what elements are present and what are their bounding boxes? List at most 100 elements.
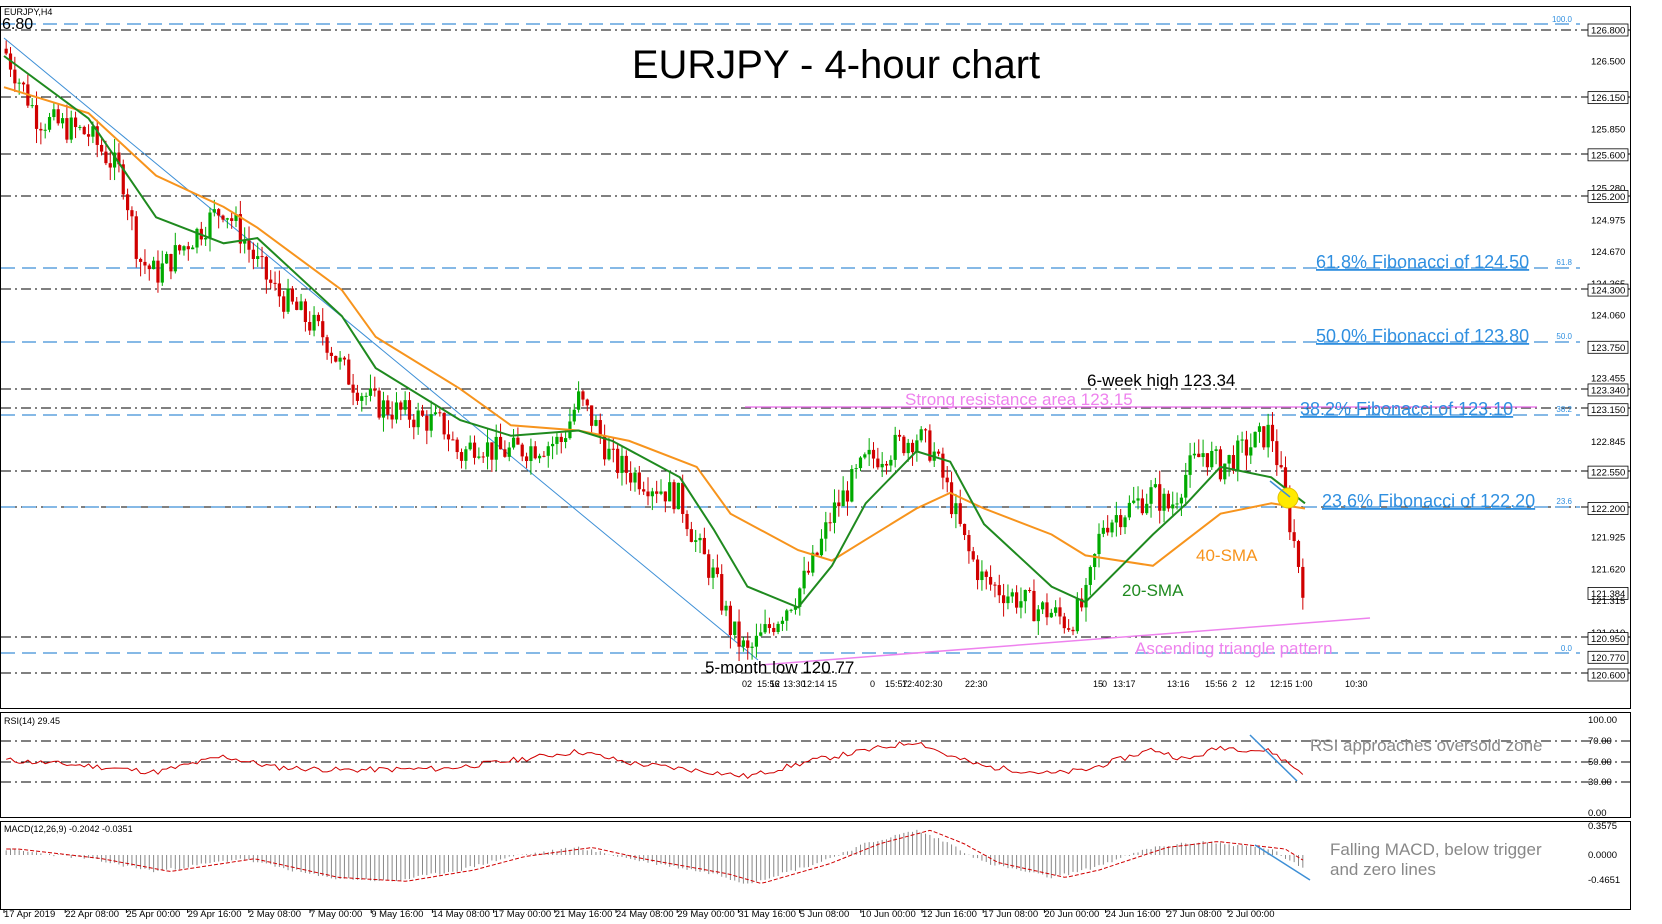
candle-body xyxy=(438,412,442,414)
time-stamp: 12:15 xyxy=(1270,679,1293,689)
candle-body xyxy=(806,570,811,573)
candle-body xyxy=(720,574,724,611)
price-tag: 122.200 xyxy=(1587,502,1629,515)
candle-body xyxy=(112,152,117,168)
time-stamp: 12:40 xyxy=(902,679,925,689)
candle-body xyxy=(425,415,429,431)
candle-body xyxy=(1166,493,1170,509)
candle-body xyxy=(433,412,438,415)
price-axis-label: 122.845 xyxy=(1591,437,1625,448)
price-axis-label: 126.500 xyxy=(1591,57,1625,68)
candle-body xyxy=(269,279,273,283)
candle-body xyxy=(633,472,637,483)
candle-body xyxy=(1101,527,1105,534)
time-stamp: 12 xyxy=(770,679,780,689)
candle-body xyxy=(681,482,685,514)
candle-body xyxy=(69,117,73,140)
six-week-high-label: 6-week high 123.34 xyxy=(1087,371,1235,390)
triangle-support-line xyxy=(759,617,1371,666)
candle-body xyxy=(1227,455,1231,464)
candle-body xyxy=(308,321,312,331)
candle-body xyxy=(1231,455,1236,471)
candle-body xyxy=(451,439,455,441)
price-axis-label: 121.925 xyxy=(1591,533,1625,544)
candle-body xyxy=(429,414,433,431)
candle-body xyxy=(143,261,147,266)
candle-body xyxy=(1119,515,1123,528)
candle-body xyxy=(754,635,759,647)
candle-body xyxy=(1080,598,1084,608)
price-tag: 123.340 xyxy=(1587,383,1629,396)
candle-body xyxy=(1010,592,1014,597)
candle-body xyxy=(962,523,967,536)
candle-body xyxy=(360,396,364,401)
candle-body xyxy=(490,442,494,460)
time-axis-label: 20 Jun 00:00 xyxy=(1044,909,1099,919)
candle-body xyxy=(364,395,368,397)
candle-body xyxy=(702,537,706,555)
rsi-levels xyxy=(1,740,1630,783)
candle-body xyxy=(78,126,82,128)
price-tag-text: 123.150 xyxy=(1591,405,1625,416)
candle-body xyxy=(282,296,286,312)
candle-body xyxy=(1162,493,1166,511)
candle-body xyxy=(919,429,923,441)
macd-note-line2: and zero lines xyxy=(1330,860,1436,879)
candle-body xyxy=(563,438,568,443)
candle-body xyxy=(394,402,399,420)
candle-body xyxy=(559,436,563,443)
fib-scale-100: 100.0 xyxy=(1552,15,1573,24)
candle-body xyxy=(165,254,169,264)
candle-body xyxy=(47,117,52,130)
candle-body xyxy=(13,69,17,84)
time-stamp: 13:16 xyxy=(1167,679,1190,689)
candle-body xyxy=(603,436,607,460)
candle-body xyxy=(542,455,546,457)
candle-body xyxy=(186,246,190,250)
candle-body xyxy=(104,151,108,164)
candle-body xyxy=(581,391,585,400)
candle-body xyxy=(1279,465,1283,468)
time-stamp: 0 xyxy=(870,679,875,689)
candle-body xyxy=(1106,527,1110,533)
candle-body xyxy=(256,256,260,259)
price-tag: 126.150 xyxy=(1587,91,1629,104)
rsi-axis-30: 30.00 xyxy=(1588,777,1612,788)
candle-body xyxy=(750,646,754,648)
candle-body xyxy=(1110,522,1114,533)
candle-body xyxy=(247,240,251,250)
candle-body xyxy=(1041,602,1045,610)
candle-body xyxy=(867,449,871,455)
candle-body xyxy=(663,491,667,502)
time-axis-label: 24 May 08:00 xyxy=(616,909,674,919)
candle-body xyxy=(1223,463,1227,480)
candle-body xyxy=(17,82,21,84)
candle-body xyxy=(902,436,906,454)
time-stamp: 2 xyxy=(1232,679,1237,689)
time-stamp: 22:30 xyxy=(965,679,988,689)
time-axis-label: 21 May 16:00 xyxy=(555,909,613,919)
candle-body xyxy=(1201,453,1205,458)
rsi-axis-0: 0.00 xyxy=(1588,808,1607,819)
rsi-label: RSI(14) 29.45 xyxy=(4,716,60,726)
candle-body xyxy=(724,605,728,611)
candle-body xyxy=(1140,498,1144,514)
candle-body xyxy=(572,409,576,422)
price-tag-text: 125.600 xyxy=(1591,150,1625,161)
candle-body xyxy=(82,126,86,135)
macd-axis: 0.3575 0.0000 -0.4651 xyxy=(1588,821,1620,886)
downtrend-line xyxy=(3,37,759,661)
candle-body xyxy=(303,301,307,322)
candle-body xyxy=(1145,503,1149,514)
candle-body xyxy=(1132,500,1136,503)
candle-body xyxy=(715,567,719,575)
price-axis: 126.800 126.500 126.150 125.850 125.600 125.2… xyxy=(1587,23,1629,681)
price-levels xyxy=(1,29,1630,674)
candle-body xyxy=(169,254,173,272)
candle-body xyxy=(980,571,984,581)
candle-body xyxy=(1032,590,1036,622)
candle-body xyxy=(876,458,880,468)
candle-body xyxy=(1136,498,1140,501)
macd-axis-bottom: -0.4651 xyxy=(1588,875,1620,886)
